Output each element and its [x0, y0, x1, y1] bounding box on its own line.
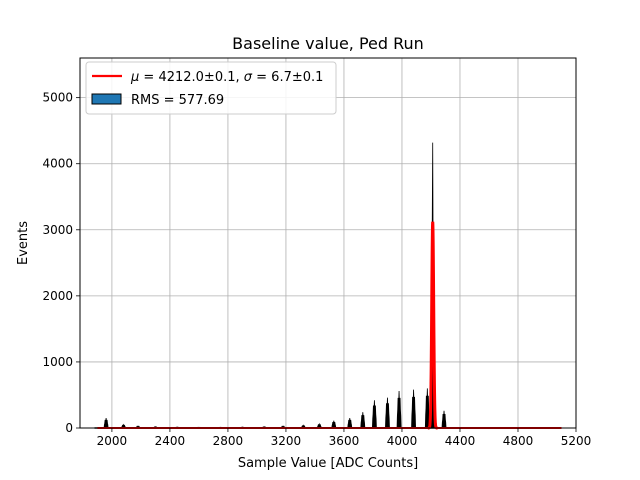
histogram-cluster	[441, 410, 447, 429]
histogram-cluster	[347, 418, 353, 429]
histogram-cluster	[411, 389, 417, 429]
x-tick-label: 2800	[213, 434, 244, 448]
axis-ticks: 2000 2400 2800 3200 3600 4000 4400 4800 5200 0 100…	[42, 91, 591, 448]
chart-title: Baseline value, Ped Run	[232, 34, 424, 53]
x-tick-label: 4000	[387, 434, 418, 448]
x-tick-label: 5200	[561, 434, 592, 448]
x-axis-label: Sample Value [ADC Counts]	[238, 456, 418, 471]
histogram-cluster	[331, 420, 337, 429]
y-tick-label: 0	[65, 421, 73, 435]
histogram-cluster	[103, 418, 109, 429]
y-tick-label: 1000	[42, 355, 73, 369]
legend-hist-label: RMS = 577.69	[131, 93, 224, 108]
plot-frame	[79, 57, 577, 429]
x-tick-label: 2400	[155, 434, 186, 448]
x-tick-label: 4400	[445, 434, 476, 448]
histogram-cluster	[371, 400, 377, 429]
legend-fit-label: μ = 4212.0±0.1, σ = 6.7±0.1	[130, 70, 323, 85]
y-tick-label: 2000	[42, 289, 73, 303]
histogram-cluster	[385, 397, 390, 429]
y-tick-label: 4000	[42, 157, 73, 171]
y-tick-label: 3000	[42, 223, 73, 237]
x-tick-label: 3600	[329, 434, 360, 448]
y-axis-label: Events	[16, 221, 31, 265]
histogram-cluster	[360, 412, 366, 429]
histogram-cluster	[396, 390, 402, 429]
x-tick-label: 3200	[271, 434, 302, 448]
legend-hist-swatch	[91, 93, 122, 105]
y-tick-label: 5000	[42, 91, 73, 105]
fit-curve-peak	[427, 221, 438, 430]
x-tick-label: 2000	[97, 434, 128, 448]
legend: μ = 4212.0±0.1, σ = 6.7±0.1 RMS = 577.69	[85, 61, 337, 115]
x-tick-label: 4800	[503, 434, 534, 448]
legend-box	[85, 61, 337, 115]
